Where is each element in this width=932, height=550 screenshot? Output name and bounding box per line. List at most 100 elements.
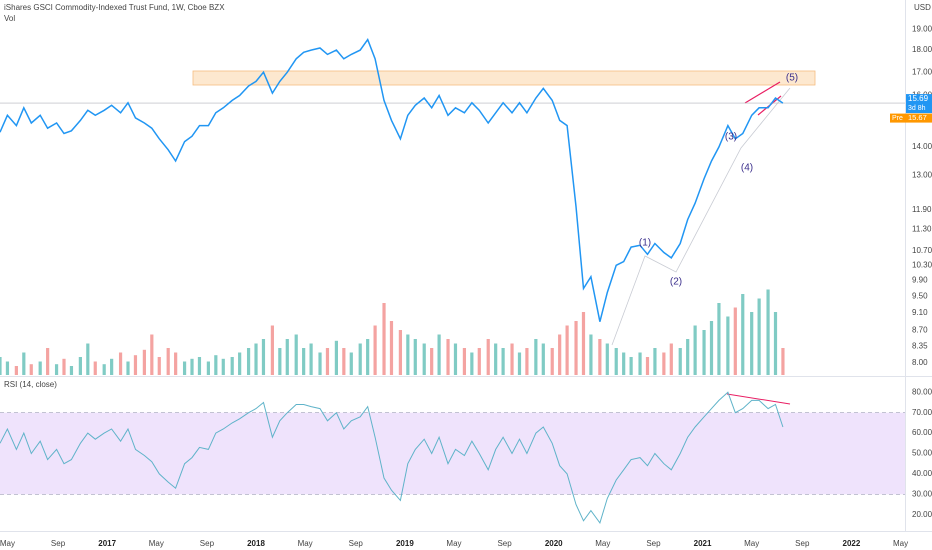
volume-bar xyxy=(662,352,666,375)
x-tick-label: Sep xyxy=(646,539,661,548)
y-tick-label: 9.10 xyxy=(912,308,928,317)
volume-bar xyxy=(645,357,650,375)
volume-bar xyxy=(294,334,298,375)
volume-bar xyxy=(309,343,313,375)
volume-bar xyxy=(565,325,569,375)
volume-bar xyxy=(142,349,146,375)
volume-bar xyxy=(29,364,33,375)
rsi-band xyxy=(0,412,905,495)
x-tick-label: Sep xyxy=(349,539,364,548)
volume-bar xyxy=(589,334,593,375)
volume-bar xyxy=(622,352,626,375)
y-tick-label: 8.35 xyxy=(912,341,928,350)
x-tick-label: May xyxy=(893,539,908,548)
wave-channel xyxy=(611,87,791,346)
volume-bar xyxy=(422,343,426,375)
volume-bar xyxy=(525,348,529,375)
volume-bar xyxy=(733,307,737,375)
rsi-tick-label: 80.00 xyxy=(912,387,932,396)
price-line xyxy=(0,38,784,322)
volume-bar xyxy=(534,339,538,375)
volume-bar xyxy=(110,358,114,375)
volume-bar xyxy=(190,358,194,375)
volume-bar xyxy=(470,352,474,375)
wedge-line xyxy=(744,81,781,104)
volume-bar xyxy=(86,343,90,375)
last-price-label: 15.69 xyxy=(908,94,929,103)
volume-bar xyxy=(453,343,458,375)
volume-bar xyxy=(773,312,778,375)
volume-bar xyxy=(629,357,633,375)
volume-bar xyxy=(574,321,578,375)
countdown-label: 3d 8h xyxy=(908,105,926,112)
wave-label: (1) xyxy=(639,238,651,249)
volume-bar xyxy=(669,343,673,375)
volume-bar xyxy=(126,361,130,375)
rsi-tick-label: 20.00 xyxy=(912,510,932,519)
volume-bar xyxy=(413,339,417,375)
x-tick-label: 2018 xyxy=(247,539,265,548)
volume-bar xyxy=(230,357,234,375)
wave-label: (5) xyxy=(786,73,798,84)
volume-bar xyxy=(678,348,682,375)
volume-bar xyxy=(261,339,266,375)
x-tick-label: May xyxy=(595,539,610,548)
y-tick-label: 17.00 xyxy=(912,67,932,76)
y-tick-label: 18.00 xyxy=(912,45,932,54)
volume-bar xyxy=(517,352,522,375)
volume-bar xyxy=(558,334,562,375)
rsi-tick-label: 70.00 xyxy=(912,408,932,417)
volume-bar xyxy=(446,339,450,375)
volume-bar xyxy=(302,348,306,375)
x-tick-label: 2019 xyxy=(396,539,414,548)
volume-bar xyxy=(62,358,66,375)
volume-bar xyxy=(325,348,330,375)
volume-bar xyxy=(0,357,2,375)
volume-bar xyxy=(278,348,282,375)
volume-bar xyxy=(501,348,505,375)
x-tick-label: May xyxy=(446,539,461,548)
volume-bar xyxy=(550,348,554,375)
volume-bar xyxy=(726,316,730,375)
volume-bar xyxy=(342,348,346,375)
x-tick-label: 2020 xyxy=(545,539,563,548)
y-tick-label: 9.50 xyxy=(912,292,928,301)
x-tick-label: Sep xyxy=(497,539,512,548)
volume-bar xyxy=(118,352,123,375)
volume-bar xyxy=(214,355,218,375)
volume-bar xyxy=(254,343,258,375)
volume-bar xyxy=(246,348,251,375)
y-tick-label: 8.00 xyxy=(912,358,928,367)
volume-bar xyxy=(494,343,498,375)
resistance-zone xyxy=(192,70,816,86)
x-tick-label: 2021 xyxy=(694,539,712,548)
volume-bar xyxy=(38,361,42,375)
y-tick-label: 9.90 xyxy=(912,276,928,285)
volume-bar xyxy=(709,321,714,375)
volume-bar xyxy=(398,330,403,375)
volume-bar xyxy=(757,298,761,375)
volume-bar xyxy=(5,361,10,375)
volume-bar xyxy=(389,321,394,375)
rsi-tick-label: 30.00 xyxy=(912,489,932,498)
wave-label: (3) xyxy=(725,132,737,143)
volume-bar xyxy=(430,348,434,375)
volume-bar xyxy=(358,343,362,375)
volume-bar xyxy=(638,352,642,375)
volume-bar xyxy=(133,355,138,375)
volume-bar xyxy=(54,364,59,375)
volume-bar xyxy=(102,364,106,375)
x-tick-label: May xyxy=(298,539,313,548)
volume-bar xyxy=(318,352,322,375)
y-tick-label: 10.30 xyxy=(912,260,932,269)
volume-bar xyxy=(334,340,338,375)
volume-bar xyxy=(686,339,690,375)
volume-bar xyxy=(174,352,178,375)
volume-bar xyxy=(581,312,586,375)
volume-bar xyxy=(22,352,26,375)
volume-bar xyxy=(14,366,18,375)
x-tick-label: 2017 xyxy=(98,539,116,548)
volume-bar xyxy=(382,303,386,375)
volume-bar xyxy=(462,348,467,375)
